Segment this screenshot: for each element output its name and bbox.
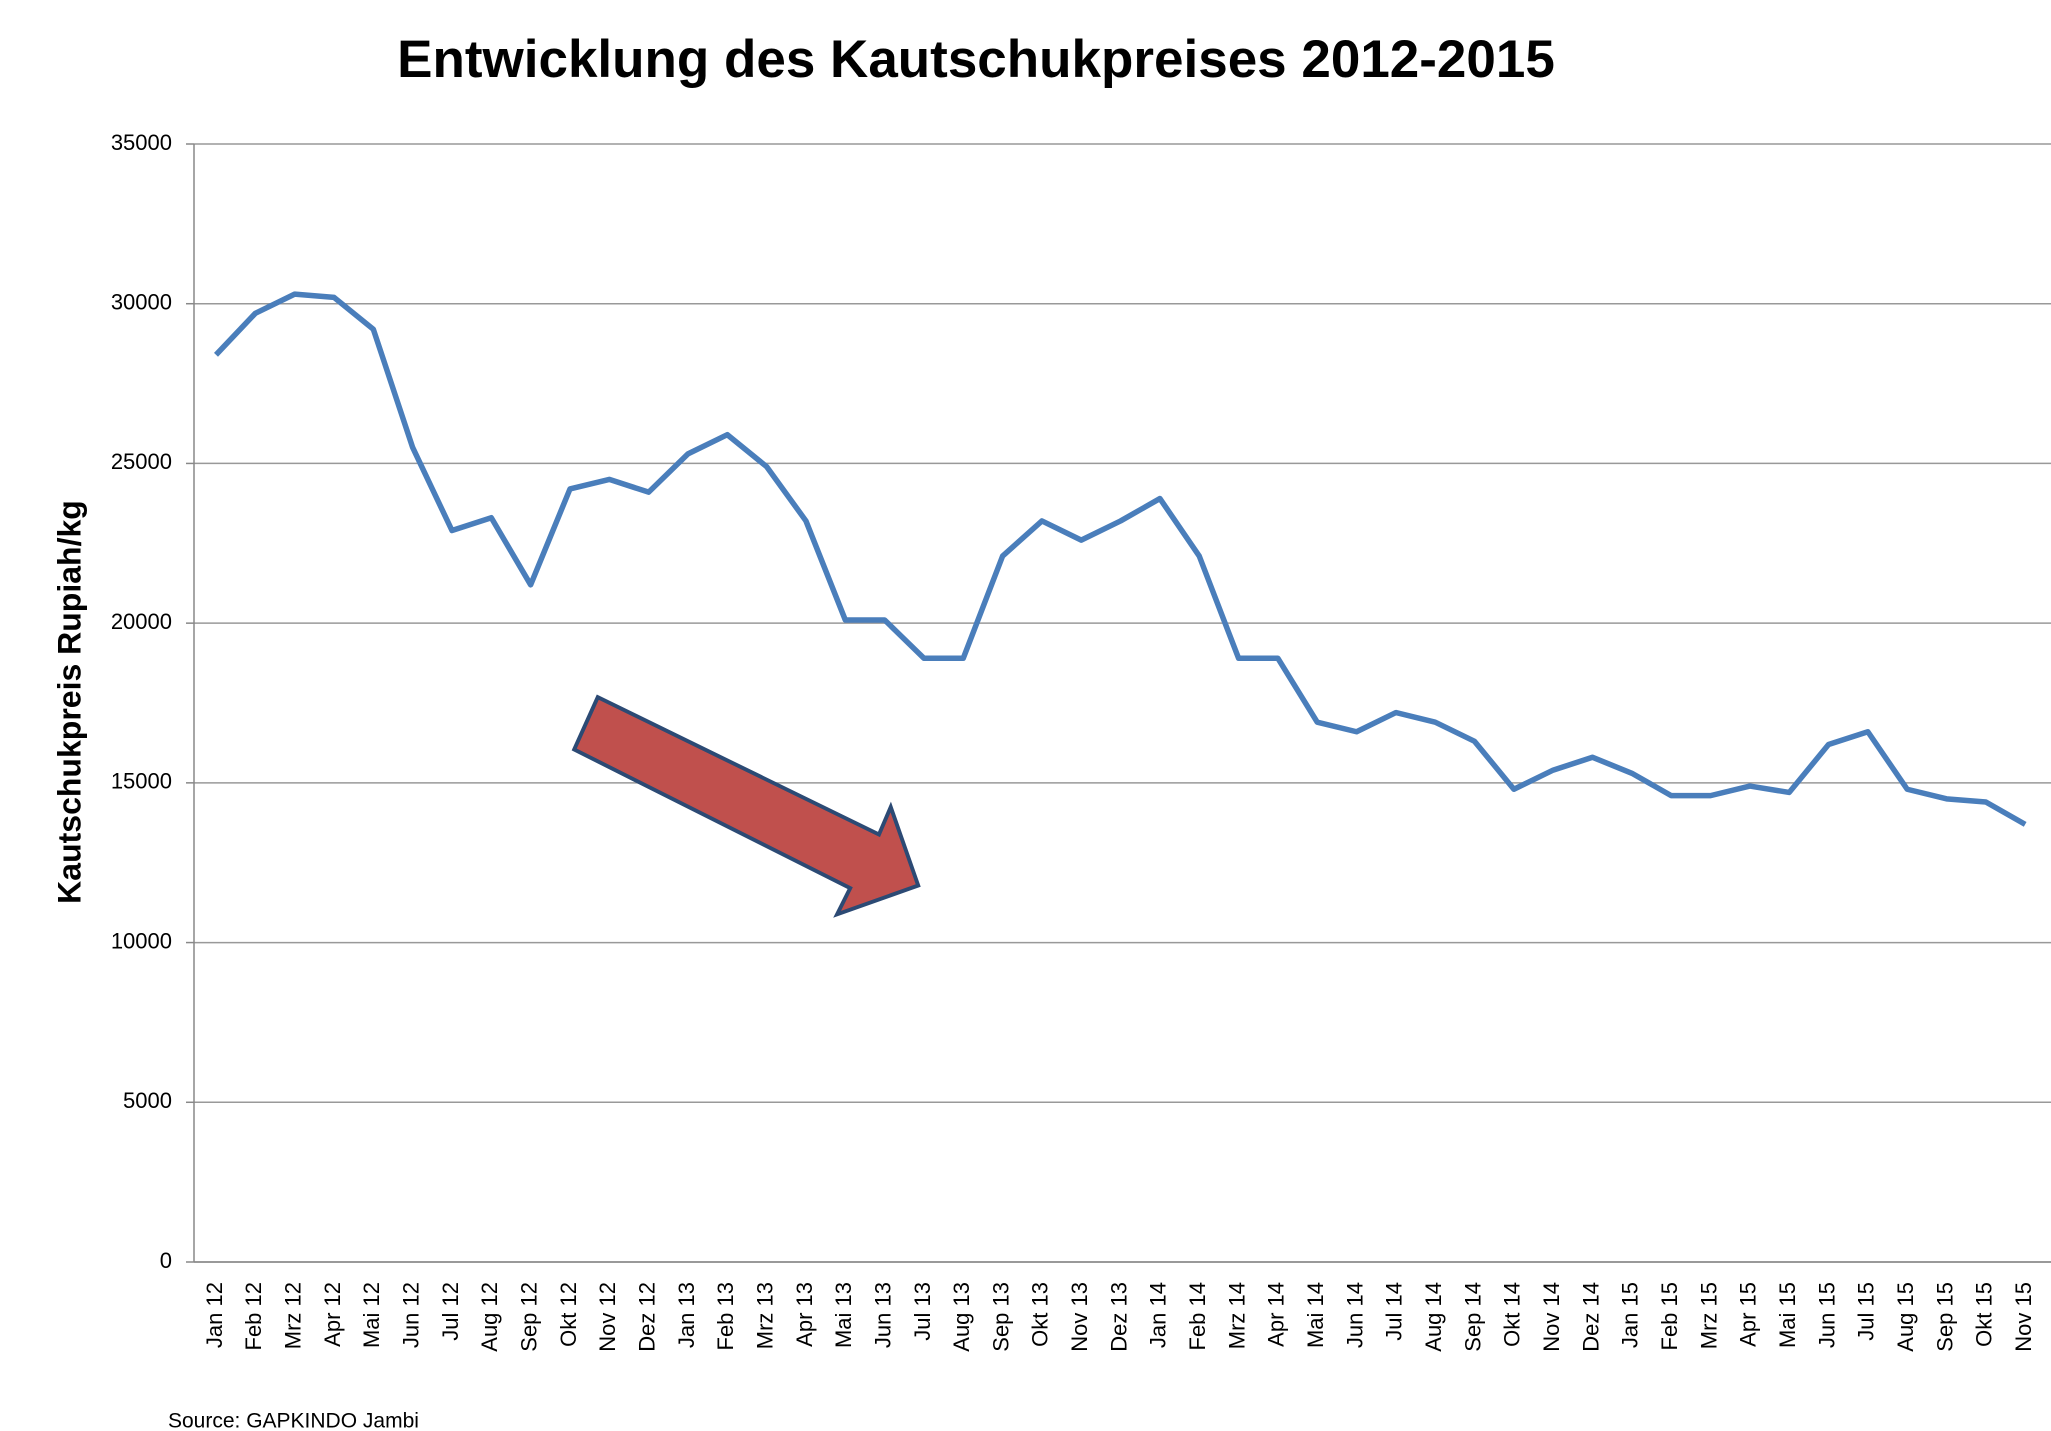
x-tick-label: Feb 13 bbox=[713, 1282, 738, 1351]
x-tick-label: Apr 13 bbox=[792, 1282, 817, 1347]
x-tick-label: Jul 13 bbox=[910, 1282, 935, 1341]
grid bbox=[186, 143, 2051, 1263]
y-tick-label: 15000 bbox=[111, 769, 172, 794]
labels: 0 5000 10000 15000 20000 25000 30000 35000 Jan 1… bbox=[111, 130, 2036, 1352]
x-tick-label: Apr 15 bbox=[1736, 1282, 1761, 1347]
chart-title: Entwicklung des Kautschukpreises 2012-20… bbox=[397, 30, 1555, 89]
x-tick-label: Sep 15 bbox=[1932, 1282, 1957, 1352]
x-tick-label: Jan 15 bbox=[1618, 1282, 1643, 1348]
x-tick-label: Aug 15 bbox=[1893, 1282, 1918, 1352]
x-tick-label: Okt 12 bbox=[556, 1282, 581, 1347]
x-tick-label: Jun 12 bbox=[398, 1282, 423, 1348]
x-tick-label: Jul 12 bbox=[438, 1282, 463, 1341]
x-tick-label: Aug 12 bbox=[477, 1282, 502, 1352]
y-tick-label: 10000 bbox=[111, 928, 172, 953]
x-tick-label: Okt 15 bbox=[1972, 1282, 1997, 1347]
y-tick-label: 35000 bbox=[111, 130, 172, 155]
x-tick-label: Sep 14 bbox=[1460, 1282, 1485, 1352]
x-tick-label: Nov 14 bbox=[1539, 1282, 1564, 1352]
y-tick-label: 0 bbox=[160, 1248, 172, 1273]
x-tick-label: Mrz 13 bbox=[752, 1282, 777, 1349]
price-line bbox=[214, 291, 2027, 827]
y-tick-label: 20000 bbox=[111, 609, 172, 634]
x-tick-label: Feb 12 bbox=[241, 1282, 266, 1351]
x-tick-label: Okt 14 bbox=[1500, 1282, 1525, 1347]
x-tick-label: Mai 13 bbox=[831, 1282, 856, 1348]
x-tick-label: Dez 12 bbox=[634, 1282, 659, 1352]
x-tick-label: Jul 15 bbox=[1854, 1282, 1879, 1341]
x-tick-label: Okt 13 bbox=[1028, 1282, 1053, 1347]
x-tick-label: Jan 12 bbox=[202, 1282, 227, 1348]
x-tick-label: Dez 14 bbox=[1578, 1282, 1603, 1352]
plot bbox=[214, 291, 2027, 827]
x-tick-label: Dez 13 bbox=[1106, 1282, 1131, 1352]
x-tick-label: Jan 14 bbox=[1146, 1282, 1171, 1348]
trend-arrow bbox=[571, 694, 921, 918]
x-tick-label: Aug 14 bbox=[1421, 1282, 1446, 1352]
x-tick-label: Feb 15 bbox=[1657, 1282, 1682, 1351]
x-tick-label: Apr 14 bbox=[1264, 1282, 1289, 1347]
x-tick-label: Jan 13 bbox=[674, 1282, 699, 1348]
x-tick-label: Nov 13 bbox=[1067, 1282, 1092, 1352]
x-tick-label: Jun 15 bbox=[1814, 1282, 1839, 1348]
x-tick-label: Sep 12 bbox=[516, 1282, 541, 1352]
y-tick-label: 25000 bbox=[111, 449, 172, 474]
y-tick-label: 30000 bbox=[111, 290, 172, 315]
y-tick-label: 5000 bbox=[123, 1088, 172, 1113]
y-axis-label: Kautschukpreis Rupiah/kg bbox=[51, 500, 87, 904]
x-tick-label: Jun 14 bbox=[1342, 1282, 1367, 1348]
x-tick-label: Mai 14 bbox=[1303, 1282, 1328, 1348]
source-note: Source: GAPKINDO Jambi bbox=[168, 1410, 419, 1431]
x-tick-label: Feb 14 bbox=[1185, 1282, 1210, 1351]
x-tick-label: Jul 14 bbox=[1382, 1282, 1407, 1341]
x-tick-label: Aug 13 bbox=[949, 1282, 974, 1352]
x-tick-label: Nov 12 bbox=[595, 1282, 620, 1352]
x-tick-label: Mrz 14 bbox=[1224, 1282, 1249, 1349]
x-tick-label: Mrz 12 bbox=[280, 1282, 305, 1349]
x-tick-label: Nov 15 bbox=[2011, 1282, 2036, 1352]
x-tick-label: Mai 15 bbox=[1775, 1282, 1800, 1348]
x-tick-label: Jun 13 bbox=[870, 1282, 895, 1348]
x-tick-label: Mrz 15 bbox=[1696, 1282, 1721, 1349]
x-tick-label: Apr 12 bbox=[320, 1282, 345, 1347]
x-tick-label: Mai 12 bbox=[359, 1282, 384, 1348]
x-tick-label: Sep 13 bbox=[988, 1282, 1013, 1352]
